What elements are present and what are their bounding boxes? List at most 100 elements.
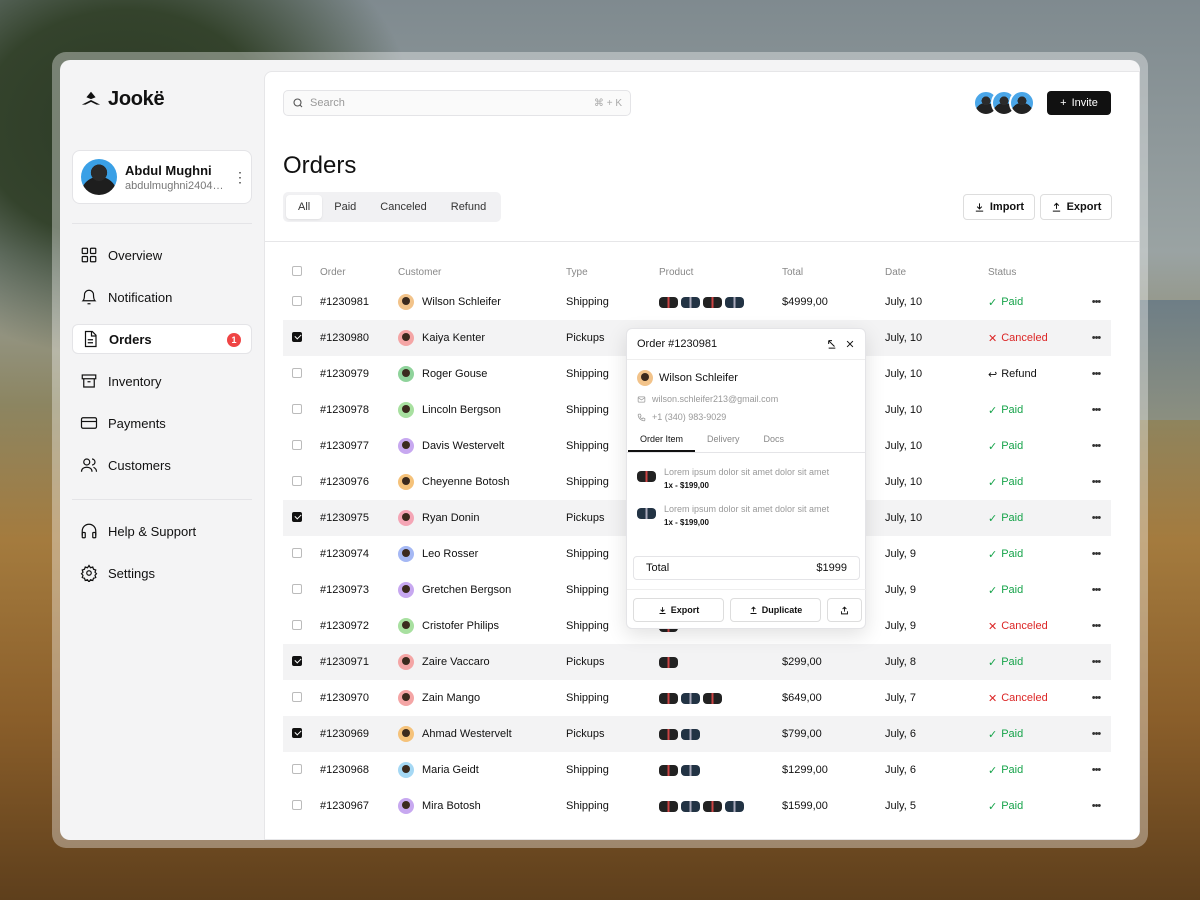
product-thumbnail bbox=[659, 656, 678, 668]
table-row[interactable]: #1230969 Ahmad Westervelt Pickups $799,00 Ju… bbox=[283, 716, 1111, 752]
row-checkbox[interactable] bbox=[292, 727, 302, 738]
column-header[interactable]: Product bbox=[659, 266, 694, 278]
select-all-checkbox[interactable] bbox=[292, 265, 302, 276]
row-checkbox[interactable] bbox=[292, 295, 302, 306]
row-checkbox[interactable] bbox=[292, 583, 302, 594]
column-header[interactable]: Order bbox=[320, 266, 346, 278]
row-checkbox[interactable] bbox=[292, 547, 302, 558]
sidebar-item-notification[interactable]: Notification bbox=[72, 282, 252, 312]
tab-refund[interactable]: Refund bbox=[450, 201, 487, 213]
table-row[interactable]: #1230981 Wilson Schleifer Shipping $4999,00… bbox=[283, 284, 1111, 320]
sidebar-item-settings[interactable]: Settings bbox=[72, 558, 252, 588]
row-menu-icon[interactable]: ••• bbox=[1091, 404, 1102, 416]
sidebar-item-payments[interactable]: Payments bbox=[72, 408, 252, 438]
row-menu-icon[interactable]: ••• bbox=[1091, 332, 1102, 344]
brand-logo[interactable]: Jookë bbox=[80, 88, 165, 111]
column-header[interactable]: Customer bbox=[398, 266, 442, 278]
popover-phone[interactable]: +1 (340) 983-9029 bbox=[652, 412, 727, 422]
row-checkbox[interactable] bbox=[292, 619, 302, 630]
sidebar-item-customers[interactable]: Customers bbox=[72, 450, 252, 480]
product-thumbnail bbox=[659, 728, 678, 740]
row-checkbox[interactable] bbox=[292, 511, 302, 522]
order-id[interactable]: #1230972 bbox=[320, 620, 369, 632]
tab-canceled[interactable]: Canceled bbox=[380, 201, 427, 213]
order-id[interactable]: #1230981 bbox=[320, 296, 369, 308]
sidebar-item-inventory[interactable]: Inventory bbox=[72, 366, 252, 396]
order-id[interactable]: #1230978 bbox=[320, 404, 369, 416]
row-menu-icon[interactable]: ••• bbox=[1091, 584, 1102, 596]
popover-duplicate-button[interactable]: Duplicate bbox=[730, 598, 821, 622]
sidebar-item-orders[interactable]: Orders 1 bbox=[72, 324, 252, 354]
row-checkbox[interactable] bbox=[292, 331, 302, 342]
collapse-icon[interactable] bbox=[827, 339, 837, 349]
team-avatars[interactable] bbox=[973, 90, 1035, 116]
order-id[interactable]: #1230973 bbox=[320, 584, 369, 596]
order-id[interactable]: #1230969 bbox=[320, 728, 369, 740]
popover-export-button[interactable]: Export bbox=[633, 598, 724, 622]
table-row[interactable]: #1230971 Zaire Vaccaro Pickups $299,00 July,… bbox=[283, 644, 1111, 680]
row-checkbox[interactable] bbox=[292, 367, 302, 378]
import-button[interactable]: Import bbox=[963, 194, 1035, 220]
order-id[interactable]: #1230967 bbox=[320, 800, 369, 812]
order-id[interactable]: #1230975 bbox=[320, 512, 369, 524]
order-id[interactable]: #1230980 bbox=[320, 332, 369, 344]
row-menu-icon[interactable]: ••• bbox=[1091, 764, 1102, 776]
table-row[interactable]: #1230973 Gretchen Bergson Shipping July, 9 ✓… bbox=[283, 572, 1111, 608]
table-row[interactable]: #1230967 Mira Botosh Shipping $1599,00 July,… bbox=[283, 788, 1111, 824]
status-badge: ↩ Refund bbox=[988, 368, 1086, 381]
row-checkbox[interactable] bbox=[292, 403, 302, 414]
tab-order-item[interactable]: Order Item bbox=[628, 434, 696, 452]
search-input[interactable]: Search bbox=[310, 97, 345, 109]
invite-button[interactable]: + Invite bbox=[1047, 91, 1111, 115]
row-checkbox[interactable] bbox=[292, 763, 302, 774]
search-bar[interactable]: Search ⌘ + K bbox=[283, 90, 631, 116]
order-id[interactable]: #1230970 bbox=[320, 692, 369, 704]
tab-docs[interactable]: Docs bbox=[763, 434, 785, 444]
row-menu-icon[interactable]: ••• bbox=[1091, 728, 1102, 740]
sidebar-item-overview[interactable]: Overview bbox=[72, 240, 252, 270]
user-profile-card[interactable]: Abdul Mughni abdulmughni2404@g... ⋮ bbox=[72, 150, 252, 204]
tab-paid[interactable]: Paid bbox=[334, 201, 357, 213]
row-menu-icon[interactable]: ••• bbox=[1091, 692, 1102, 704]
column-header[interactable]: Date bbox=[885, 266, 907, 278]
row-checkbox[interactable] bbox=[292, 655, 302, 666]
order-id[interactable]: #1230976 bbox=[320, 476, 369, 488]
column-header[interactable]: Status bbox=[988, 266, 1017, 278]
popover-email[interactable]: wilson.schleifer213@gmail.com bbox=[652, 394, 779, 404]
tab-all[interactable]: All bbox=[286, 195, 323, 219]
row-menu-icon[interactable]: ••• bbox=[1091, 800, 1102, 812]
card-icon bbox=[80, 417, 98, 429]
table-row[interactable]: #1230970 Zain Mango Shipping $649,00 July, 7… bbox=[283, 680, 1111, 716]
table-row[interactable]: #1230977 Davis Westervelt Shipping July, 10… bbox=[283, 428, 1111, 464]
row-menu-icon[interactable]: ••• bbox=[1091, 512, 1102, 524]
sidebar-item-help[interactable]: Help & Support bbox=[72, 516, 252, 546]
row-menu-icon[interactable]: ••• bbox=[1091, 368, 1102, 380]
row-menu-icon[interactable]: ••• bbox=[1091, 548, 1102, 560]
order-id[interactable]: #1230968 bbox=[320, 764, 369, 776]
export-button[interactable]: Export bbox=[1040, 194, 1112, 220]
row-menu-icon[interactable]: ••• bbox=[1091, 656, 1102, 668]
row-menu-icon[interactable]: ••• bbox=[1091, 476, 1102, 488]
row-checkbox[interactable] bbox=[292, 439, 302, 450]
order-id[interactable]: #1230977 bbox=[320, 440, 369, 452]
status-icon: ✓ bbox=[988, 800, 998, 813]
row-checkbox[interactable] bbox=[292, 799, 302, 810]
row-menu-icon[interactable]: ••• bbox=[1091, 296, 1102, 308]
list-item[interactable]: Lorem ipsum dolor sit amet dolor sit ame… bbox=[627, 504, 865, 527]
popover-share-button[interactable] bbox=[827, 598, 862, 622]
order-type: Shipping bbox=[566, 404, 609, 416]
list-item[interactable]: Lorem ipsum dolor sit amet dolor sit ame… bbox=[627, 467, 865, 490]
order-id[interactable]: #1230974 bbox=[320, 548, 369, 560]
profile-menu-icon[interactable]: ⋮ bbox=[233, 169, 247, 185]
order-id[interactable]: #1230971 bbox=[320, 656, 369, 668]
row-menu-icon[interactable]: ••• bbox=[1091, 620, 1102, 632]
order-id[interactable]: #1230979 bbox=[320, 368, 369, 380]
close-icon[interactable] bbox=[845, 339, 855, 349]
column-header[interactable]: Type bbox=[566, 266, 588, 278]
tab-delivery[interactable]: Delivery bbox=[707, 434, 740, 444]
row-checkbox[interactable] bbox=[292, 475, 302, 486]
row-checkbox[interactable] bbox=[292, 691, 302, 702]
table-row[interactable]: #1230968 Maria Geidt Shipping $1299,00 July,… bbox=[283, 752, 1111, 788]
column-header[interactable]: Total bbox=[782, 266, 804, 278]
row-menu-icon[interactable]: ••• bbox=[1091, 440, 1102, 452]
